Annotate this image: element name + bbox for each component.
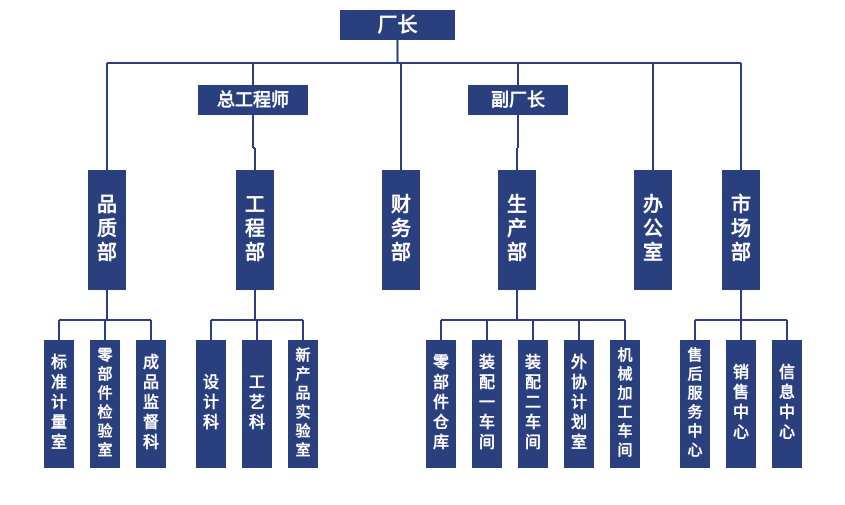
label-vice_dir: 副厂长 bbox=[491, 90, 546, 110]
label-leaf-4: 工艺科 bbox=[249, 375, 265, 432]
label-leaf-7: 装配一车间 bbox=[478, 353, 495, 452]
label-leaf-2: 成品监督科 bbox=[143, 353, 159, 452]
label-leaf-9: 外协计划室 bbox=[570, 353, 587, 452]
label-leaf-8: 装配二车间 bbox=[524, 353, 541, 452]
label-leaf-3: 设计科 bbox=[203, 374, 220, 432]
label-leaf-0: 标准计量室 bbox=[50, 354, 67, 452]
label-finance: 财务部 bbox=[391, 192, 412, 264]
label-office: 办公室 bbox=[643, 192, 663, 264]
org-chart: 厂长总工程师副厂长品质部工程部财务部生产部办公室市场部标准计量室零部件检验室成品… bbox=[0, 0, 845, 505]
label-quality: 品质部 bbox=[97, 193, 117, 264]
label-root: 厂长 bbox=[378, 13, 419, 36]
label-market: 市场部 bbox=[731, 192, 751, 264]
label-leaf-6: 零部件仓库 bbox=[432, 354, 450, 452]
label-prod: 生产部 bbox=[507, 193, 527, 264]
label-chief_eng: 总工程师 bbox=[217, 89, 289, 110]
label-eng: 工程部 bbox=[245, 194, 265, 264]
